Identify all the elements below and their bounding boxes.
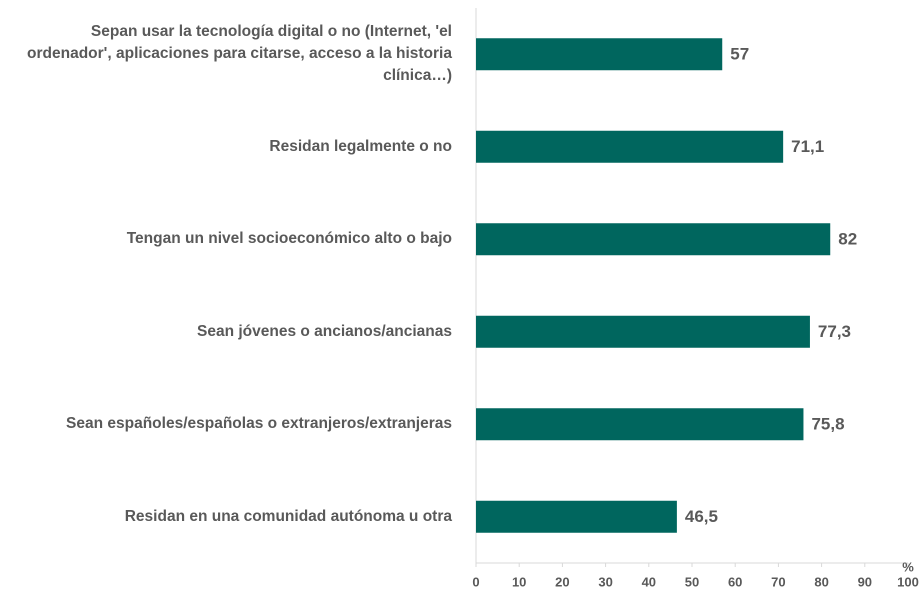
data-label: 77,3	[818, 322, 851, 341]
data-label: 75,8	[811, 415, 844, 434]
x-tick-label: 10	[512, 574, 526, 589]
x-tick-label: 70	[771, 574, 785, 589]
bar	[476, 130, 784, 163]
data-label: 46,5	[685, 507, 718, 526]
data-label: 57	[730, 45, 749, 64]
category-label: Residan legalmente o no	[269, 137, 452, 155]
bar	[476, 500, 677, 533]
x-tick-label: 40	[642, 574, 656, 589]
x-tick-label: 0	[472, 574, 479, 589]
x-tick-label: 30	[598, 574, 612, 589]
category-label: Sean jóvenes o ancianos/ancianas	[196, 322, 452, 340]
x-tick-label: 20	[555, 574, 569, 589]
bar	[476, 223, 831, 256]
x-tick-label: 100	[897, 574, 919, 589]
x-tick-label: 60	[728, 574, 742, 589]
bar	[476, 408, 804, 441]
category-label: Tengan un nivel socioeconómico alto o ba…	[126, 230, 452, 248]
category-label: Sepan usar la tecnología digital o no (I…	[27, 23, 452, 85]
x-tick-label: 80	[814, 574, 828, 589]
category-label: Sean españoles/españolas o extranjeros/e…	[66, 415, 452, 433]
x-tick-label: 90	[858, 574, 872, 589]
data-label: 82	[838, 230, 857, 249]
x-axis-label: %	[902, 559, 914, 574]
x-tick-label: 50	[685, 574, 699, 589]
category-label: Residan en una comunidad autónoma u otra	[124, 507, 452, 525]
bar	[476, 38, 723, 71]
data-label: 71,1	[791, 137, 824, 156]
bar	[476, 315, 810, 348]
